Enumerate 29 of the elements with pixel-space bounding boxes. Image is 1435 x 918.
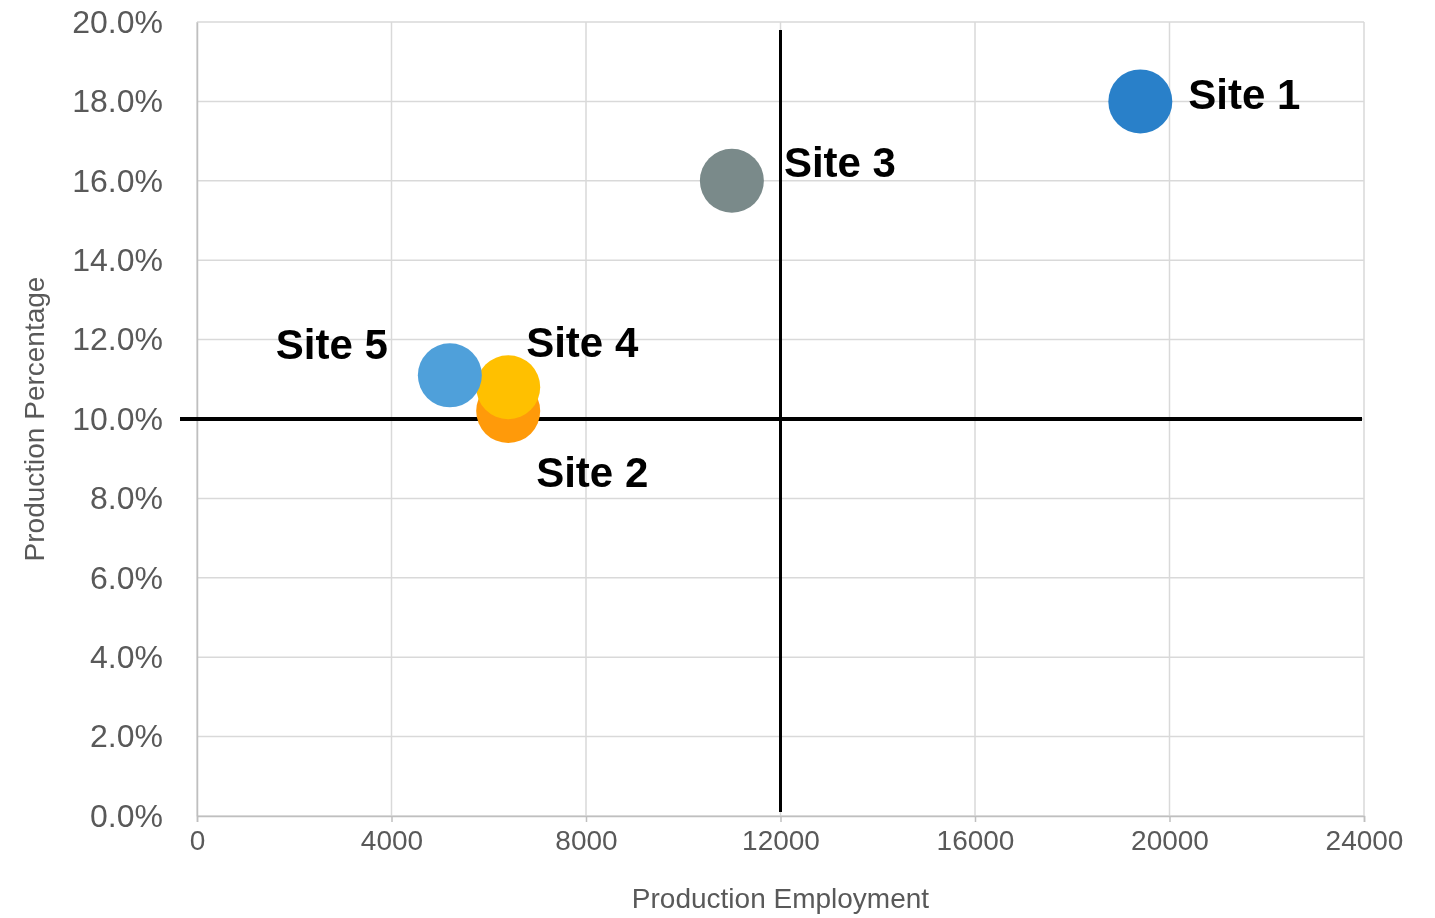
y-tick-label: 10.0% (72, 400, 163, 437)
series-label: Site 4 (526, 319, 639, 367)
x-tick-label: 8000 (555, 824, 618, 856)
x-tick-label: 24000 (1325, 824, 1404, 856)
x-tick-label: 12000 (742, 824, 820, 856)
x-tick-label: 16000 (936, 824, 1015, 856)
y-tick-label: 20.0% (72, 3, 163, 40)
point (1108, 69, 1173, 134)
point (417, 343, 482, 408)
y-tick-label: 0.0% (90, 797, 163, 834)
series-label: Site 3 (783, 138, 896, 186)
x-tick-label: 0 (189, 824, 206, 856)
x-tick-label: 4000 (360, 824, 424, 856)
point (699, 148, 764, 213)
y-tick-label: 18.0% (72, 83, 163, 120)
y-tick-label: 4.0% (90, 638, 163, 675)
y-axis-title: Production Percentage (19, 276, 50, 562)
y-tick-label: 16.0% (72, 162, 163, 199)
y-tick-label: 2.0% (90, 718, 163, 755)
series-label: Site 2 (536, 449, 649, 497)
y-tick-label: 14.0% (72, 241, 163, 278)
y-tick-label: 8.0% (90, 480, 163, 517)
x-axis-title: Production Employment (631, 883, 930, 914)
y-tick-label: 12.0% (72, 321, 163, 358)
series-label: Site 5 (275, 321, 388, 369)
y-tick-label: 6.0% (90, 559, 163, 596)
point (476, 355, 541, 420)
x-tick-label: 20000 (1131, 824, 1209, 856)
series-label: Site 1 (1188, 71, 1301, 119)
